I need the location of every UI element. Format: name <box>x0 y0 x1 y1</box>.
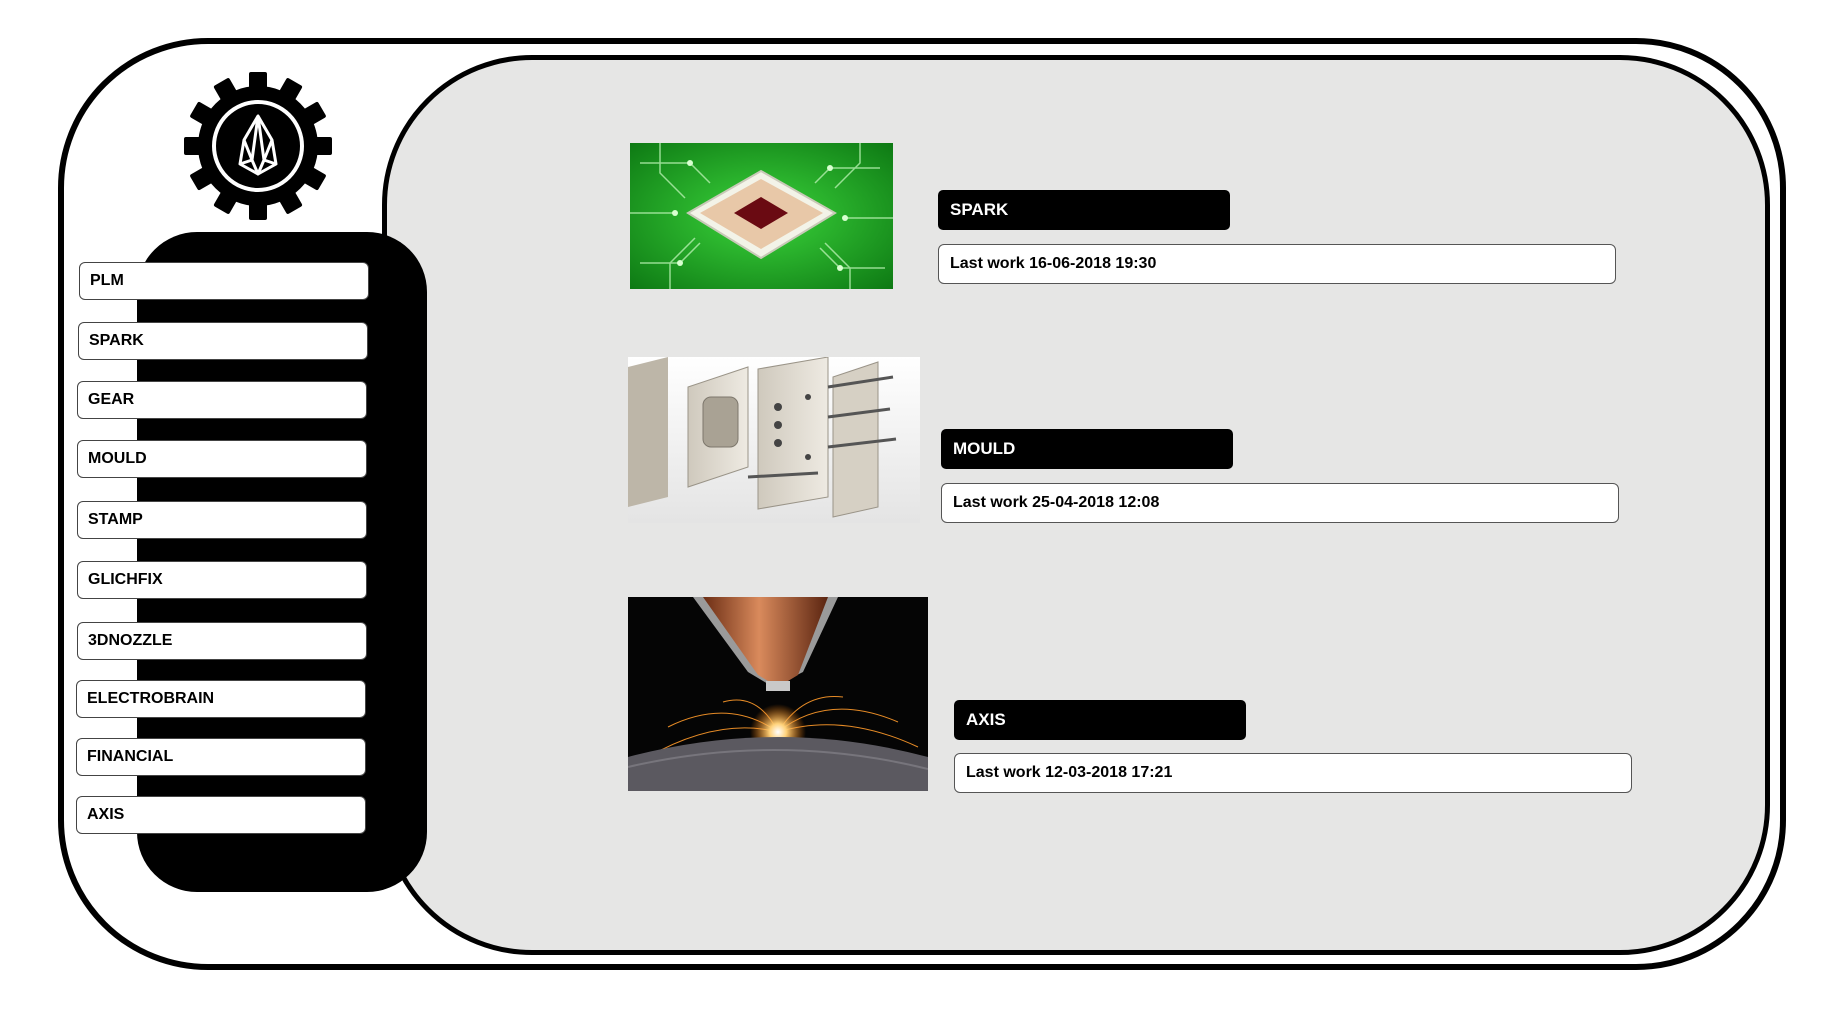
injection-mould-image <box>628 357 920 523</box>
gear-logo-icon <box>178 72 338 220</box>
sidebar-item-mould[interactable]: MOULD <box>77 440 367 478</box>
card-title-axis: AXIS <box>954 700 1246 740</box>
sidebar-item-axis[interactable]: AXIS <box>76 796 366 834</box>
last-work-field-spark: Last work 16-06-2018 19:30 <box>938 244 1616 284</box>
card-title-mould: MOULD <box>941 429 1233 469</box>
sidebar-item-glichfix[interactable]: GLICHFIX <box>77 561 367 599</box>
sidebar-item-gear[interactable]: GEAR <box>77 381 367 419</box>
sidebar-item-plm[interactable]: PLM <box>79 262 369 300</box>
last-work-field-mould: Last work 25-04-2018 12:08 <box>941 483 1619 523</box>
sidebar-item-stamp[interactable]: STAMP <box>77 501 367 539</box>
sidebar-item-spark[interactable]: SPARK <box>78 322 368 360</box>
sidebar-item-3dnozzle[interactable]: 3DNOZZLE <box>77 622 367 660</box>
circuit-chip-image <box>630 143 893 289</box>
sidebar-item-financial[interactable]: FINANCIAL <box>76 738 366 776</box>
sidebar-item-electrobrain[interactable]: ELECTROBRAIN <box>76 680 366 718</box>
last-work-field-axis: Last work 12-03-2018 17:21 <box>954 753 1632 793</box>
card-title-spark: SPARK <box>938 190 1230 230</box>
laser-nozzle-image <box>628 597 928 791</box>
